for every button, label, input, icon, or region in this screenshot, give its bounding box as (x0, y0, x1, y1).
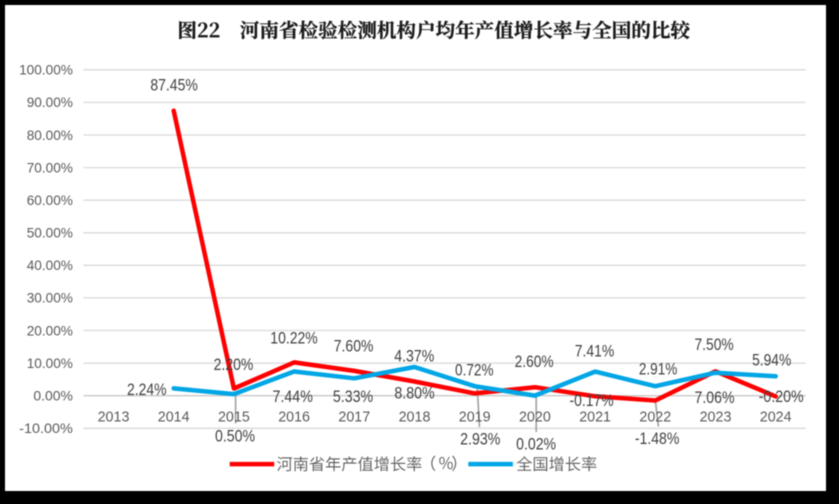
svg-text:40.00%: 40.00% (27, 257, 73, 273)
svg-text:2017: 2017 (338, 409, 370, 425)
svg-text:50.00%: 50.00% (27, 225, 73, 241)
svg-text:2.91%: 2.91% (639, 360, 678, 378)
svg-text:87.45%: 87.45% (150, 77, 198, 95)
svg-text:5.33%: 5.33% (333, 388, 374, 406)
svg-text:2021: 2021 (579, 409, 611, 425)
svg-text:2020: 2020 (519, 409, 551, 425)
svg-text:0.72%: 0.72% (455, 361, 494, 379)
svg-text:-0.17%: -0.17% (570, 392, 614, 410)
svg-text:10.22%: 10.22% (270, 329, 318, 347)
svg-text:30.00%: 30.00% (27, 290, 73, 306)
svg-text:7.41%: 7.41% (575, 342, 615, 360)
svg-text:20.00%: 20.00% (27, 322, 73, 338)
svg-text:0.02%: 0.02% (516, 436, 556, 454)
svg-text:2015: 2015 (218, 409, 250, 425)
svg-text:2024: 2024 (760, 409, 792, 425)
svg-text:70.00%: 70.00% (27, 159, 73, 175)
svg-text:2016: 2016 (278, 409, 310, 425)
svg-text:80.00%: 80.00% (27, 127, 73, 143)
svg-text:7.50%: 7.50% (694, 336, 734, 354)
svg-text:2.60%: 2.60% (515, 353, 554, 371)
svg-text:-10.00%: -10.00% (19, 420, 73, 436)
svg-text:7.06%: 7.06% (695, 389, 735, 407)
svg-text:0.50%: 0.50% (215, 428, 255, 446)
svg-text:2022: 2022 (639, 409, 671, 425)
svg-text:8.80%: 8.80% (394, 385, 435, 403)
svg-text:2.20%: 2.20% (214, 356, 254, 374)
svg-text:2013: 2013 (98, 409, 130, 425)
svg-text:5.94%: 5.94% (752, 351, 791, 369)
svg-text:-0.20%: -0.20% (759, 388, 804, 406)
svg-text:60.00%: 60.00% (27, 192, 73, 208)
svg-text:100.00%: 100.00% (19, 62, 73, 78)
svg-text:2018: 2018 (399, 409, 431, 425)
svg-text:2019: 2019 (459, 409, 491, 425)
svg-text:-1.48%: -1.48% (635, 430, 680, 448)
svg-text:2023: 2023 (700, 409, 732, 425)
svg-text:2.93%: 2.93% (460, 431, 501, 449)
svg-text:4.37%: 4.37% (394, 347, 434, 365)
svg-text:7.44%: 7.44% (273, 388, 314, 406)
svg-text:90.00%: 90.00% (27, 94, 73, 110)
svg-text:0.00%: 0.00% (33, 388, 73, 404)
svg-text:2014: 2014 (158, 409, 190, 425)
svg-text:7.60%: 7.60% (334, 337, 374, 355)
svg-text:10.00%: 10.00% (27, 355, 73, 371)
svg-text:2.24%: 2.24% (127, 381, 167, 399)
